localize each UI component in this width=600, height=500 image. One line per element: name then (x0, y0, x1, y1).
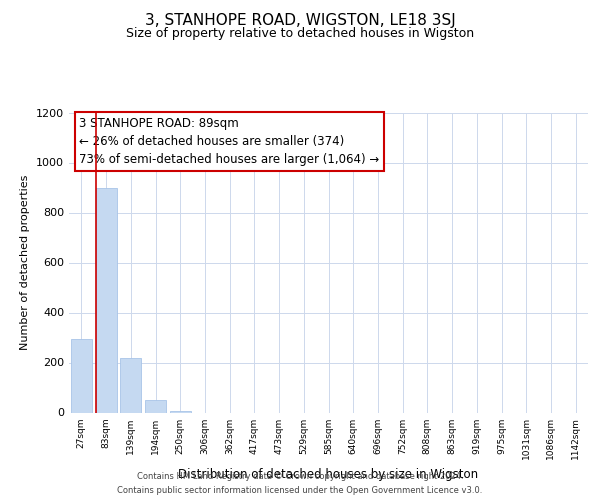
Bar (145, 400, 166, 412)
Text: Size of property relative to detached houses in Wigston: Size of property relative to detached ho… (126, 28, 474, 40)
Bar (120, 358, 141, 412)
Text: 3 STANHOPE ROAD: 89sqm
← 26% of detached houses are smaller (374)
73% of semi-de: 3 STANHOPE ROAD: 89sqm ← 26% of detached… (79, 117, 380, 166)
Y-axis label: Number of detached properties: Number of detached properties (20, 175, 31, 350)
Text: Contains public sector information licensed under the Open Government Licence v3: Contains public sector information licen… (118, 486, 482, 495)
Bar (170, 411, 191, 412)
Bar (71, 339, 92, 412)
Bar (95, 188, 116, 412)
Text: Contains HM Land Registry data © Crown copyright and database right 2024.: Contains HM Land Registry data © Crown c… (137, 472, 463, 481)
X-axis label: Distribution of detached houses by size in Wigston: Distribution of detached houses by size … (178, 468, 479, 481)
Text: 3, STANHOPE ROAD, WIGSTON, LE18 3SJ: 3, STANHOPE ROAD, WIGSTON, LE18 3SJ (145, 12, 455, 28)
